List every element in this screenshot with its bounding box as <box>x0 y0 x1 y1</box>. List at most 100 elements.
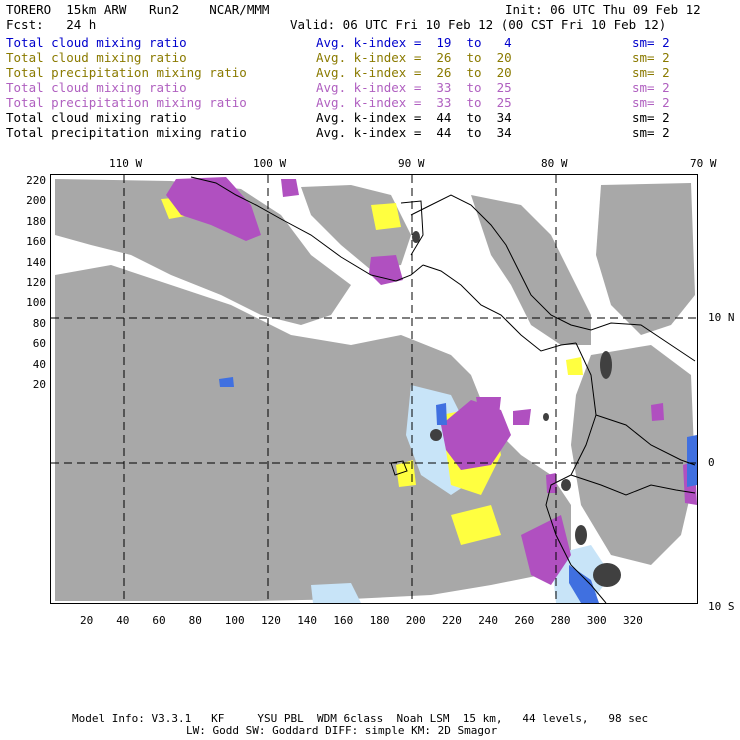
y-tick-label: 200 <box>26 194 46 208</box>
cloud-region <box>596 183 695 335</box>
yellow-region <box>451 505 501 545</box>
y-tick-label: 220 <box>26 174 46 187</box>
blue-region <box>687 435 697 487</box>
y-tick-label: 120 <box>26 276 46 289</box>
y-tick-label: 20 <box>32 378 46 391</box>
purple-region <box>521 515 571 585</box>
lat-label: 10 S <box>708 600 735 613</box>
y-tick-label: 40 <box>32 357 46 371</box>
legend-field-name: Total cloud mixing ratio <box>6 80 187 95</box>
purple-region <box>281 179 299 197</box>
x-tick-label: 220 <box>442 614 462 627</box>
legend-field-name: Total precipitation mixing ratio <box>6 65 247 80</box>
coastline-caribbean <box>410 194 696 362</box>
legend-smoothing: sm= 2 <box>632 95 670 110</box>
dark-layer <box>412 231 621 587</box>
x-tick-label: 200 <box>405 614 426 627</box>
legend-k-index: Avg. k-index = 33 to 25 <box>316 80 512 95</box>
legend-smoothing: sm= 2 <box>632 125 670 140</box>
purple-region <box>166 177 261 241</box>
legend-k-index: Avg. k-index = 19 to 4 <box>316 35 512 50</box>
blue-region <box>219 377 234 387</box>
lon-label: 70 W <box>690 157 717 170</box>
x-tick-label: 120 <box>261 614 281 627</box>
x-tick-label: 180 <box>369 614 390 627</box>
galapagos <box>390 460 408 476</box>
x-tick-label: 20 <box>80 614 94 627</box>
dark-core <box>575 525 587 545</box>
yellow-region <box>371 203 401 230</box>
map-canvas <box>51 175 697 603</box>
legend-smoothing: sm= 2 <box>632 65 670 80</box>
legend-smoothing: sm= 2 <box>632 50 670 65</box>
legend-field-name: Total precipitation mixing ratio <box>6 125 247 140</box>
legend-smoothing: sm= 2 <box>632 80 670 95</box>
coastline-central-america <box>422 264 577 352</box>
border-guatemala <box>400 200 424 256</box>
purple-region <box>546 473 557 493</box>
map-grid <box>51 175 697 603</box>
lon-label: 100 W <box>253 157 287 170</box>
coastlines <box>190 176 696 603</box>
blue-region <box>436 403 447 425</box>
lat-label: 0 <box>708 456 715 469</box>
cloud-region <box>471 195 591 345</box>
y-tick-label: 160 <box>26 235 46 249</box>
blue-region <box>569 565 599 603</box>
x-tick-label: 80 <box>188 614 202 627</box>
dark-core <box>593 563 621 587</box>
legend-k-index: Avg. k-index = 26 to 20 <box>316 50 512 65</box>
legend-k-index: Avg. k-index = 44 to 34 <box>316 110 512 125</box>
dark-core <box>600 351 612 379</box>
dark-core <box>543 413 549 421</box>
forecast-hour: Fcst: 24 h <box>6 17 97 32</box>
legend-smoothing: sm= 2 <box>632 110 670 125</box>
y-tick-label: 60 <box>32 337 46 351</box>
lon-label: 90 W <box>398 157 425 170</box>
cloud-layer <box>55 179 695 601</box>
x-tick-label: 240 <box>478 614 499 627</box>
border-ecuador-peru <box>570 474 696 496</box>
border-colombia <box>595 414 696 466</box>
dark-core <box>430 429 442 441</box>
lon-label: 80 W <box>541 157 568 170</box>
y-tick-label: 140 <box>26 255 46 269</box>
x-tick-label: 60 <box>152 614 166 627</box>
purple-region <box>513 409 531 425</box>
coastline-south-america <box>545 342 607 603</box>
purple-region <box>476 397 501 415</box>
x-tick-label: 100 <box>224 614 245 627</box>
purple-region <box>441 400 511 470</box>
init-time: Init: 06 UTC Thu 09 Feb 12 <box>505 2 701 17</box>
legend-k-index: Avg. k-index = 33 to 25 <box>316 95 512 110</box>
purple-region <box>651 403 664 421</box>
legend-field-name: Total precipitation mixing ratio <box>6 95 247 110</box>
cloud-region <box>571 345 695 565</box>
x-tick-label: 320 <box>623 614 643 627</box>
yellow-region <box>396 460 416 487</box>
y-tick-label: 80 <box>32 316 46 330</box>
lon-label: 110 W <box>109 157 143 170</box>
legend-k-index: Avg. k-index = 44 to 34 <box>316 125 512 140</box>
dark-core <box>561 479 571 491</box>
forecast-map <box>50 174 698 604</box>
x-tick-label: 260 <box>514 614 535 627</box>
light-blue-region <box>311 583 361 603</box>
y-tick-label: 100 <box>26 296 46 310</box>
dark-core <box>412 231 420 243</box>
footer-model-info: Model Info: V3.3.1 KF YSU PBL WDM 6class… <box>72 712 649 725</box>
model-title: TORERO 15km ARW Run2 NCAR/MMM <box>6 2 270 17</box>
cloud-region <box>55 179 351 325</box>
legend-field-name: Total cloud mixing ratio <box>6 50 187 65</box>
x-tick-label: 160 <box>333 614 354 627</box>
cloud-region <box>55 265 571 601</box>
x-tick-label: 300 <box>586 614 607 627</box>
coastline-mexico <box>190 176 424 282</box>
purple-region <box>369 255 403 285</box>
valid-time: Valid: 06 UTC Fri 10 Feb 12 (00 CST Fri … <box>290 17 667 32</box>
x-tick-label: 140 <box>297 614 318 627</box>
blue-layer <box>219 377 697 603</box>
x-tick-label: 40 <box>116 614 130 627</box>
yellow-region <box>566 357 583 375</box>
legend-field-name: Total cloud mixing ratio <box>6 110 187 125</box>
